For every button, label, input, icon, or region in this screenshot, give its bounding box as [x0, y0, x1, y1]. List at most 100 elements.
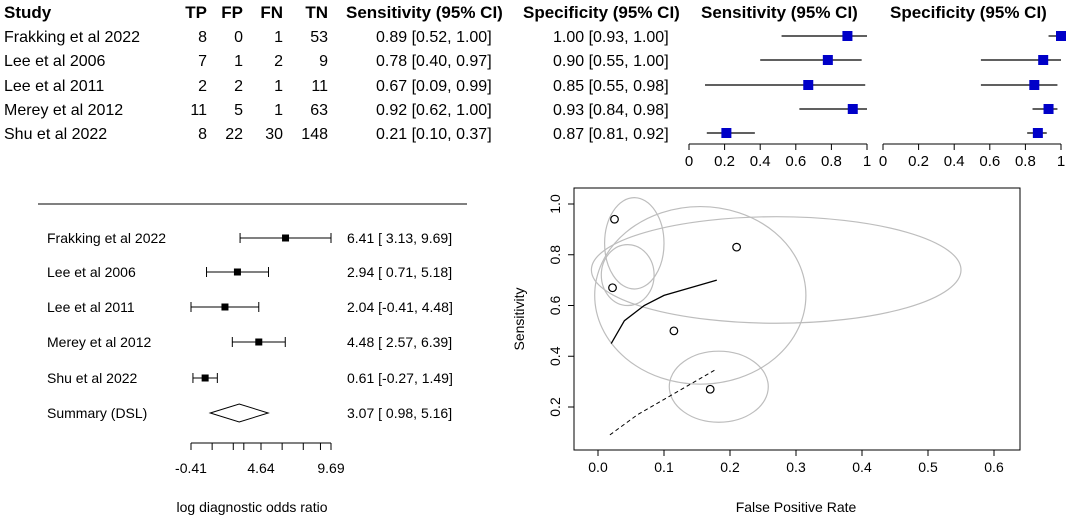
study-name: Merey et al 2012	[4, 102, 123, 119]
confidence-region	[600, 243, 655, 307]
dor-point	[221, 303, 229, 311]
sens-tick-label: 0.4	[750, 153, 771, 170]
sroc-y-axis-title: Sensitivity	[511, 287, 527, 350]
specificity-forest-plot: 0 0.2 0.4 0.6 0.8 1	[879, 31, 1066, 170]
sensitivity-ci: 0.67 [0.09, 0.99]	[376, 78, 492, 95]
spec-tick-label: 0.6	[979, 153, 1000, 170]
sroc-plot-area	[590, 197, 962, 436]
specificity-ci: 0.87 [0.81, 0.92]	[553, 126, 669, 143]
sroc-y-tick-label: 1.0	[547, 194, 563, 214]
study-point	[608, 283, 617, 293]
sroc-frame	[573, 187, 1021, 451]
confidence-region	[603, 197, 665, 290]
dor-ci-text: 4.48 [ 2.57, 6.39]	[347, 334, 452, 350]
dor-ci-text: 2.94 [ 0.71, 5.18]	[347, 264, 452, 280]
tp-value: 8	[198, 29, 207, 46]
header-fp: FP	[221, 3, 243, 22]
sroc-x-tick-label: 0.1	[654, 459, 674, 475]
table-header: Study TP FP FN TN Sensitivity (95% CI) S…	[4, 3, 1047, 22]
fp-value: 2	[234, 78, 243, 95]
fn-value: 1	[274, 29, 283, 46]
tn-value: 11	[311, 78, 328, 95]
dor-tick-label: 4.64	[247, 460, 274, 476]
sensitivity-ci: 0.92 [0.62, 1.00]	[376, 102, 492, 119]
fn-value: 1	[274, 78, 283, 95]
spec-tick-label: 0.4	[944, 153, 965, 170]
header-fn: FN	[260, 3, 283, 22]
fp-value: 5	[234, 102, 243, 119]
spec-point	[1056, 31, 1066, 41]
dor-tick-label: -0.41	[175, 460, 207, 476]
sensitivity-ci: 0.78 [0.40, 0.97]	[376, 53, 492, 70]
dor-summary-ci: 3.07 [ 0.98, 5.16]	[347, 405, 452, 421]
sens-point	[842, 31, 853, 41]
study-point	[732, 242, 741, 252]
spec-tick-label: 0	[879, 153, 887, 170]
dor-tick-label: 9.69	[317, 460, 344, 476]
sens-tick-label: 0.2	[714, 153, 735, 170]
header-study: Study	[4, 3, 52, 22]
dor-ci-text: 0.61 [-0.27, 1.49]	[347, 370, 453, 386]
fn-value: 2	[274, 53, 283, 70]
header-sensitivity-plot: Sensitivity (95% CI)	[701, 3, 858, 22]
spec-point	[1038, 55, 1049, 65]
specificity-ci: 0.93 [0.84, 0.98]	[553, 102, 669, 119]
sens-tick-label: 0	[685, 153, 693, 170]
tn-value: 148	[301, 126, 328, 143]
dor-x-axis-title: log diagnostic odds ratio	[177, 499, 328, 515]
dor-summary-diamond	[208, 403, 270, 423]
spec-point	[1029, 80, 1040, 90]
dor-point	[282, 234, 290, 242]
sroc-y-tick-label: 0.8	[547, 245, 563, 265]
dor-point	[201, 374, 209, 382]
sens-point	[822, 55, 833, 65]
confidence-region	[668, 350, 769, 423]
sroc-dashed-curve	[609, 368, 718, 436]
study-point	[669, 326, 679, 336]
spec-tick-label: 0.2	[908, 153, 929, 170]
confidence-region	[594, 205, 807, 385]
sroc-x-tick-label: 0.5	[918, 459, 938, 475]
fp-value: 22	[225, 126, 243, 143]
study-point	[610, 214, 619, 224]
dor-ci-text: 2.04 [-0.41, 4.48]	[347, 299, 453, 315]
sroc-y-tick-label: 0.2	[547, 397, 563, 417]
fp-value: 1	[234, 53, 243, 70]
tn-value: 9	[319, 53, 328, 70]
tp-value: 11	[190, 102, 207, 119]
sens-tick-label: 0.6	[785, 153, 806, 170]
sensitivity-ci: 0.21 [0.10, 0.37]	[376, 126, 492, 143]
dor-ci-text: 6.41 [ 3.13, 9.69]	[347, 230, 452, 246]
spec-tick-label: 0.8	[1015, 153, 1036, 170]
dor-study-label: Merey et al 2012	[47, 334, 151, 350]
sroc-x-tick-label: 0.0	[588, 459, 608, 475]
tn-value: 63	[310, 102, 328, 119]
study-name: Lee et al 2011	[4, 78, 104, 95]
sens-point	[847, 104, 858, 114]
dor-forest-plot: Frakking et al 2022 6.41 [ 3.13, 9.69] Lee…	[38, 203, 467, 515]
fp-value: 0	[234, 29, 243, 46]
tp-value: 7	[198, 53, 207, 70]
dor-point	[233, 268, 241, 276]
study-point	[705, 384, 715, 394]
table-body: Frakking et al 2022 8 0 1 53 0.89 [0.52, 1.00…	[4, 29, 669, 143]
sroc-y-tick-label: 0.6	[547, 296, 563, 316]
header-specificity-plot: Specificity (95% CI)	[890, 3, 1047, 22]
header-specificity: Specificity (95% CI)	[523, 3, 680, 22]
sroc-x-tick-label: 0.6	[984, 459, 1004, 475]
tp-value: 2	[198, 78, 207, 95]
spec-point	[1043, 104, 1054, 114]
sens-point	[803, 80, 814, 90]
fn-value: 30	[265, 126, 283, 143]
spec-point	[1032, 128, 1043, 138]
tn-value: 53	[310, 29, 328, 46]
sens-tick-label: 0.8	[821, 153, 842, 170]
tp-value: 8	[198, 126, 207, 143]
specificity-ci: 0.90 [0.55, 1.00]	[553, 53, 669, 70]
dor-study-label: Frakking et al 2022	[47, 230, 166, 246]
study-name: Lee et al 2006	[4, 53, 106, 70]
sroc-curve	[610, 279, 717, 344]
header-sensitivity: Sensitivity (95% CI)	[346, 3, 503, 22]
sens-point	[721, 128, 732, 138]
